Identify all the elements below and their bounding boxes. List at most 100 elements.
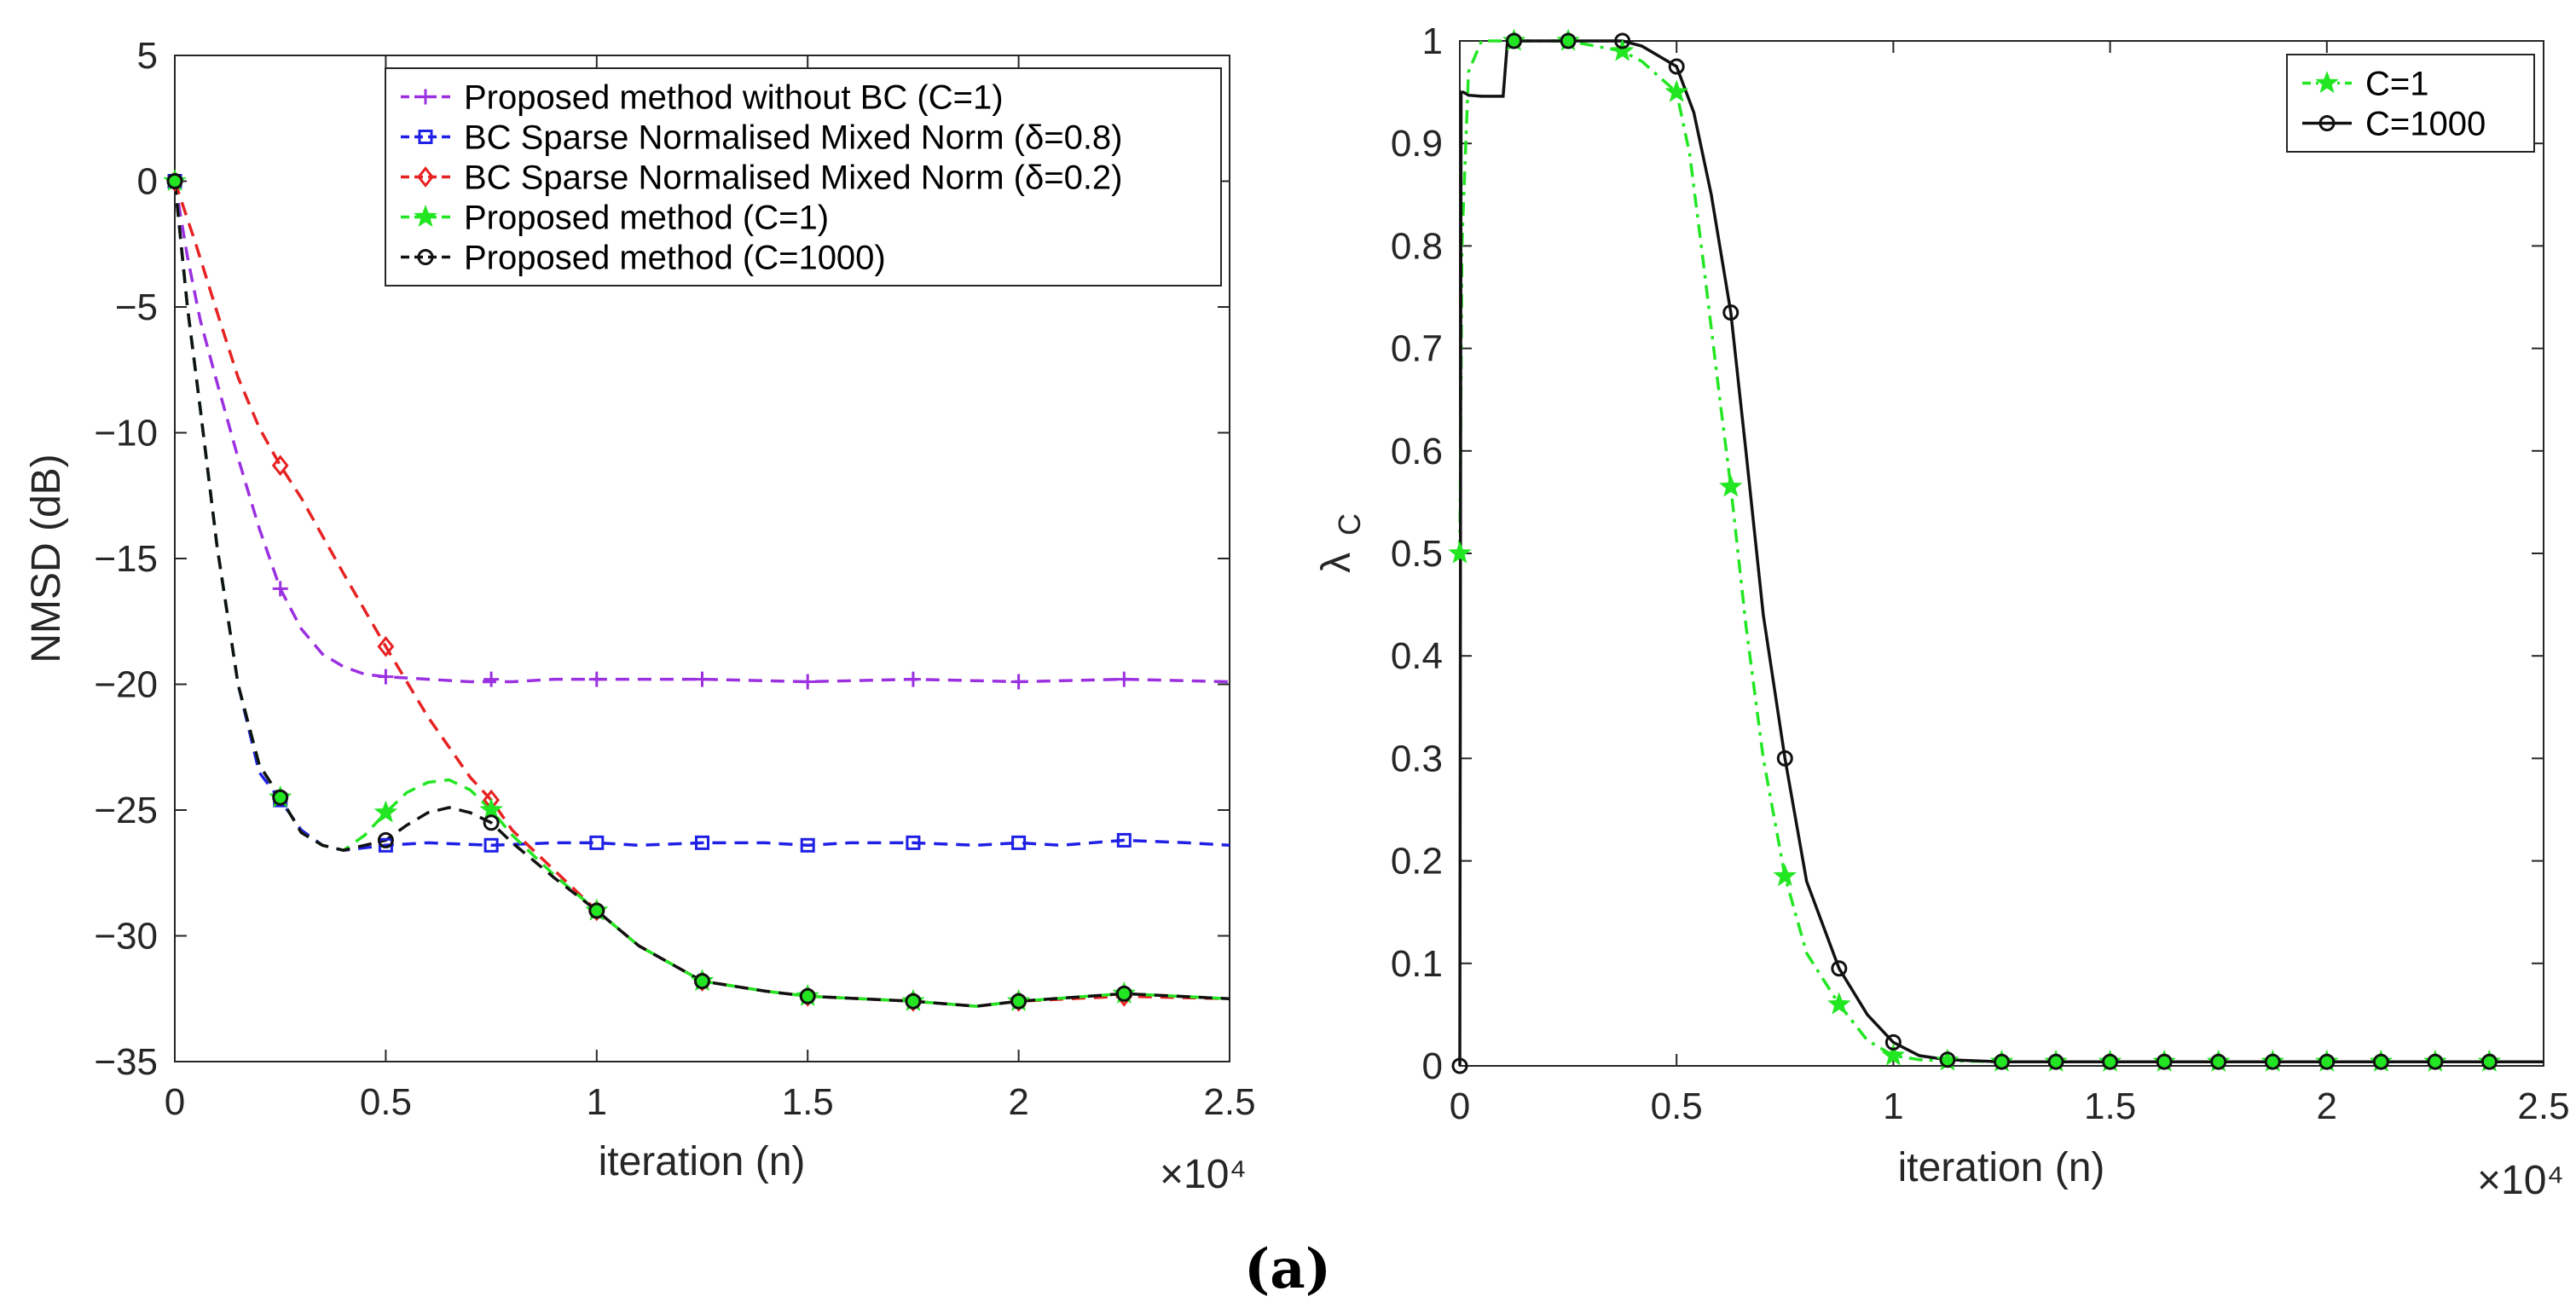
nmsd-series-line-4 (173, 181, 1230, 1008)
lambda-x-tick-label: 0 (1450, 1085, 1470, 1127)
lambda-chart: 0 0.5 1 1.5 2 2.5 0 0.1 0.2 0.3 0.4 0.5 0.6 0.7 0.8 0.9… (1314, 20, 2570, 1203)
lambda-series-0-marker (2152, 1049, 2176, 1072)
lambda-y-tick-label: 0.4 (1391, 635, 1443, 677)
nmsd-series-3-marker (1006, 988, 1031, 1011)
lambda-series-1-marker (1506, 32, 1523, 49)
nmsd-tick-layer: 0 0.5 1 1.5 2 2.5 −35 −30 −25 −20 −15 −10 −5 0 5 (94, 35, 1255, 1123)
lambda-series-1-marker (1831, 960, 1848, 977)
nmsd-x-axis-label: iteration (n) (599, 1139, 806, 1184)
nmsd-series-1-marker (1011, 835, 1027, 850)
nmsd-x-tick-label: 0.5 (360, 1081, 412, 1123)
lambda-y-tick-label: 0.1 (1391, 943, 1443, 985)
nmsd-series-0-marker (1010, 674, 1027, 690)
nmsd-series-4-marker (905, 993, 922, 1010)
lambda-series-0-marker (1881, 1043, 1906, 1066)
lambda-y-tick-label: 0.6 (1391, 431, 1443, 472)
nmsd-series-0-marker (800, 674, 816, 690)
lambda-y-tick-label: 0 (1422, 1045, 1443, 1087)
lambda-legend-marker (2318, 115, 2336, 131)
nmsd-series-1-marker (800, 837, 815, 853)
lambda-series-0-marker (1719, 474, 1743, 497)
nmsd-y-tick-label: 0 (137, 161, 158, 203)
nmsd-x-tick-label: 1 (587, 1081, 607, 1123)
nmsd-series-3-marker (796, 983, 819, 1006)
nmsd-series-4-marker (483, 814, 500, 831)
nmsd-legend-marker (417, 249, 434, 265)
nmsd-y-tick-label: −15 (94, 538, 158, 580)
lambda-series-1-marker (2210, 1053, 2227, 1070)
nmsd-series-4-marker (272, 789, 289, 806)
nmsd-series-4-marker (799, 987, 816, 1004)
lambda-series-1-marker (2372, 1053, 2389, 1070)
nmsd-x-tick-label: 2.5 (1203, 1081, 1255, 1123)
lambda-series-0-marker (2477, 1049, 2502, 1072)
lambda-series-line-0 (1458, 39, 2544, 1063)
lambda-y-tick-label: 1 (1422, 20, 1443, 62)
lambda-marker-layer (1448, 28, 2502, 1074)
lambda-x-tick-label: 1 (1883, 1085, 1903, 1127)
lambda-series-0-marker (2423, 1049, 2447, 1072)
nmsd-legend: Proposed method without BC (C=1)BC Spars… (385, 67, 1222, 287)
nmsd-y-tick-label: −20 (94, 664, 158, 706)
nmsd-chart: 0 0.5 1 1.5 2 2.5 −35 −30 −25 −20 −15 −10 −5 0 5 itera… (24, 35, 1256, 1197)
nmsd-series-0-marker (905, 671, 921, 687)
lambda-series-0-marker (2098, 1049, 2122, 1072)
lambda-legend-label: C=1000 (2365, 106, 2486, 143)
lambda-x-tick-label: 2 (2317, 1085, 2337, 1127)
lambda-series-1-marker (1939, 1051, 1956, 1068)
nmsd-series-3-marker (163, 169, 187, 192)
lambda-series-0-marker (2369, 1049, 2394, 1072)
nmsd-series-3-marker (585, 898, 609, 921)
lambda-legend: C=1C=1000 (2286, 54, 2535, 153)
nmsd-marker-layer (163, 169, 1137, 1012)
lambda-series-0-marker (2206, 1049, 2231, 1072)
lambda-series-1-marker (1560, 32, 1577, 49)
nmsd-series-0-marker (588, 671, 605, 687)
nmsd-series-4-marker (166, 173, 183, 189)
nmsd-series-3-marker (901, 988, 925, 1011)
lambda-series-0-marker (1610, 38, 1635, 61)
nmsd-y-tick-label: −10 (94, 413, 158, 454)
nmsd-legend-label: BC Sparse Normalised Mixed Norm (δ=0.2) (464, 159, 1123, 197)
nmsd-series-1-marker (483, 837, 499, 853)
nmsd-series-4-marker (1115, 985, 1132, 1002)
lambda-series-1-marker (2102, 1053, 2119, 1070)
lambda-x-tick-label: 2.5 (2517, 1085, 2569, 1127)
nmsd-legend-marker (417, 166, 434, 188)
nmsd-series-1-marker (906, 835, 921, 850)
nmsd-x-multiplier: ×10⁴ (1160, 1152, 1247, 1197)
lambda-series-1-marker (2047, 1053, 2064, 1070)
nmsd-legend-label: Proposed method (C=1000) (464, 240, 886, 277)
nmsd-y-tick-label: −5 (115, 287, 158, 328)
nmsd-legend-label: BC Sparse Normalised Mixed Norm (δ=0.8) (464, 119, 1123, 157)
lambda-y-tick-label: 0.5 (1391, 533, 1443, 575)
nmsd-y-tick-label: 5 (137, 35, 158, 77)
nmsd-legend-box (385, 67, 1222, 287)
nmsd-y-tick-label: −35 (94, 1041, 158, 1083)
lambda-legend-marker (2315, 71, 2339, 94)
lambda-series-layer (1458, 39, 2544, 1067)
lambda-series-1-marker (2480, 1053, 2498, 1070)
nmsd-series-1-marker (695, 835, 709, 850)
nmsd-legend-marker (418, 89, 433, 105)
nmsd-series-4-marker (377, 831, 394, 848)
lambda-y-axis-label-sub: C (1332, 513, 1367, 535)
nmsd-series-4-marker (588, 902, 605, 919)
lambda-series-1-marker (1451, 1057, 1468, 1074)
nmsd-legend-marker (418, 130, 433, 144)
lambda-series-0-marker (1989, 1049, 2014, 1072)
nmsd-series-3-marker (1112, 981, 1137, 1004)
nmsd-series-0-marker (378, 669, 394, 685)
lambda-x-axis-label: iteration (n) (1898, 1145, 2105, 1190)
nmsd-series-1-marker (589, 835, 605, 850)
nmsd-series-layer (173, 180, 1230, 1008)
nmsd-y-tick-label: −30 (94, 916, 158, 958)
lambda-y-tick-label: 0.2 (1391, 841, 1443, 883)
nmsd-series-3-marker (690, 969, 715, 992)
nmsd-series-line-1 (173, 181, 1230, 852)
lambda-series-1-marker (2156, 1053, 2173, 1070)
lambda-x-tick-label: 0.5 (1651, 1085, 1703, 1127)
nmsd-y-tick-label: −25 (94, 790, 158, 831)
lambda-series-line-1 (1458, 39, 2544, 1067)
